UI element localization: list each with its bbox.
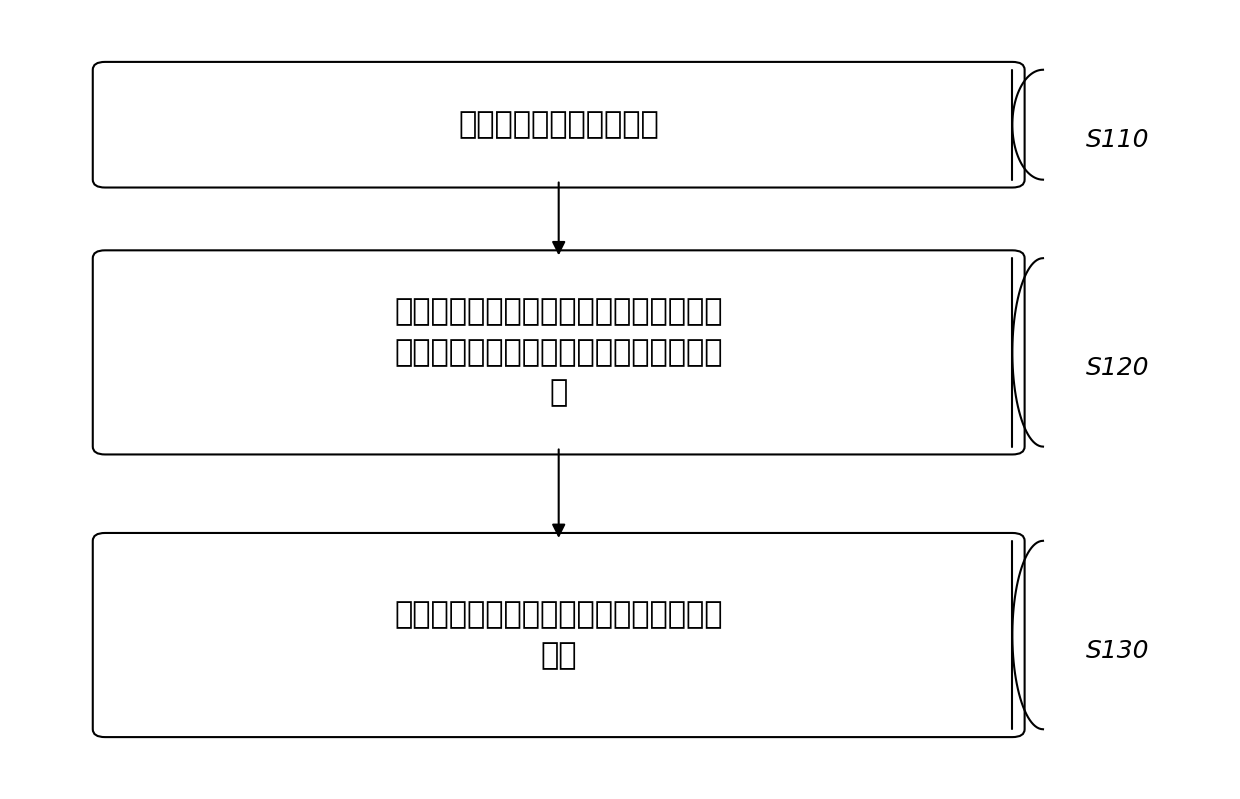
Text: S120: S120 [1086,356,1149,380]
FancyBboxPatch shape [93,250,1024,455]
Text: S110: S110 [1086,129,1149,153]
Text: 将待计数双指数核信号输入至预先建立的
传递函数，并获取传递函数输出的冲激信
号: 将待计数双指数核信号输入至预先建立的 传递函数，并获取传递函数输出的冲激信 号 [394,297,723,407]
FancyBboxPatch shape [93,62,1024,188]
FancyBboxPatch shape [93,533,1024,737]
Text: 获取待计数双指数核信号: 获取待计数双指数核信号 [459,110,660,139]
Text: 根据冲激信号对待计数双指数核信号进行
计数: 根据冲激信号对待计数双指数核信号进行 计数 [394,600,723,670]
Text: S130: S130 [1086,638,1149,662]
